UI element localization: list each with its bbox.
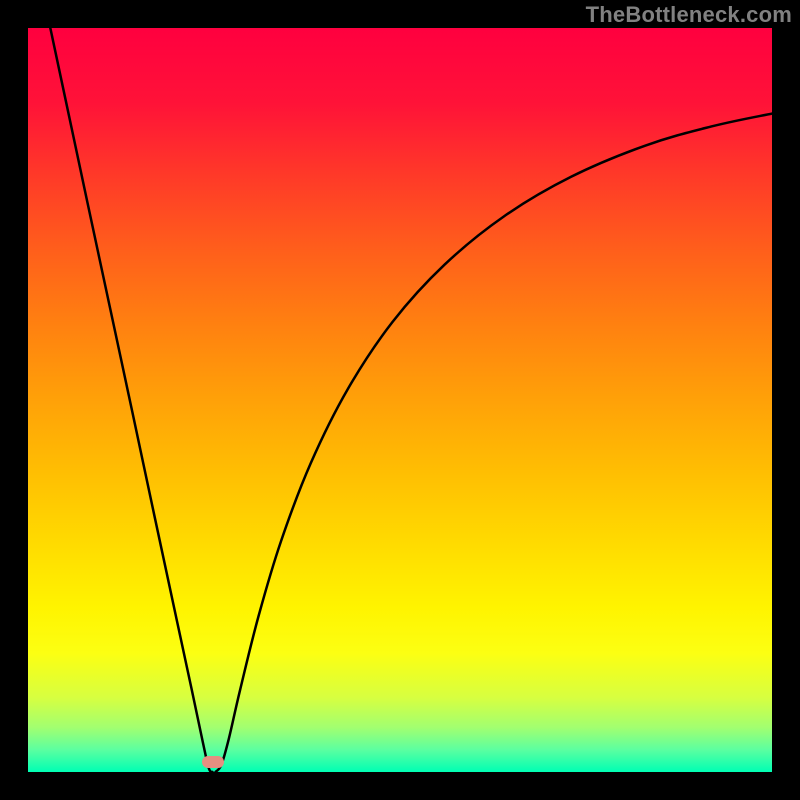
chart-container: TheBottleneck.com — [0, 0, 800, 800]
watermark-text: TheBottleneck.com — [586, 2, 792, 28]
optimal-point-marker — [202, 756, 224, 768]
bottleneck-curve — [28, 28, 772, 772]
plot-area — [28, 28, 772, 772]
